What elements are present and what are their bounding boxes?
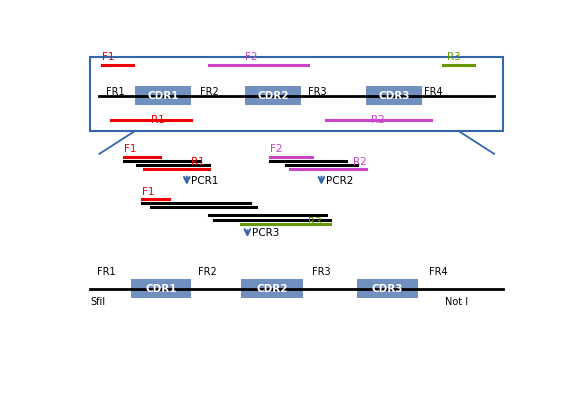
Text: R1: R1 [191,157,205,167]
Text: Not I: Not I [445,298,468,308]
Bar [245,86,301,105]
Text: CDR3: CDR3 [372,284,404,294]
Bar [367,86,423,105]
Text: FR2: FR2 [200,87,219,97]
Text: R2: R2 [371,115,384,125]
Text: F1: F1 [124,144,137,154]
Text: R2: R2 [353,157,367,167]
Text: F1: F1 [101,52,114,62]
Bar [131,279,191,298]
Text: CDR1: CDR1 [148,91,179,101]
Bar [357,279,418,298]
Text: R3: R3 [447,52,461,62]
Text: CDR2: CDR2 [258,91,289,101]
Text: FR3: FR3 [307,87,326,97]
Text: F2: F2 [245,52,258,62]
Text: F2: F2 [270,144,283,154]
Text: CDR2: CDR2 [256,284,288,294]
Text: CDR1: CDR1 [145,284,177,294]
Text: FR4: FR4 [429,267,448,277]
Text: FR1: FR1 [97,267,115,277]
Text: F1: F1 [142,187,155,197]
Bar [135,86,191,105]
Text: R3: R3 [308,217,322,227]
Text: FR1: FR1 [106,87,124,97]
Text: PCR3: PCR3 [252,229,279,239]
Text: SfiI: SfiI [90,298,105,308]
Text: PCR1: PCR1 [191,176,219,186]
Text: PCR2: PCR2 [326,176,353,186]
Text: FR3: FR3 [312,267,331,277]
Text: CDR3: CDR3 [379,91,410,101]
Text: FR2: FR2 [197,267,217,277]
Bar [241,279,303,298]
Text: FR4: FR4 [424,87,443,97]
Text: R1: R1 [151,115,164,125]
